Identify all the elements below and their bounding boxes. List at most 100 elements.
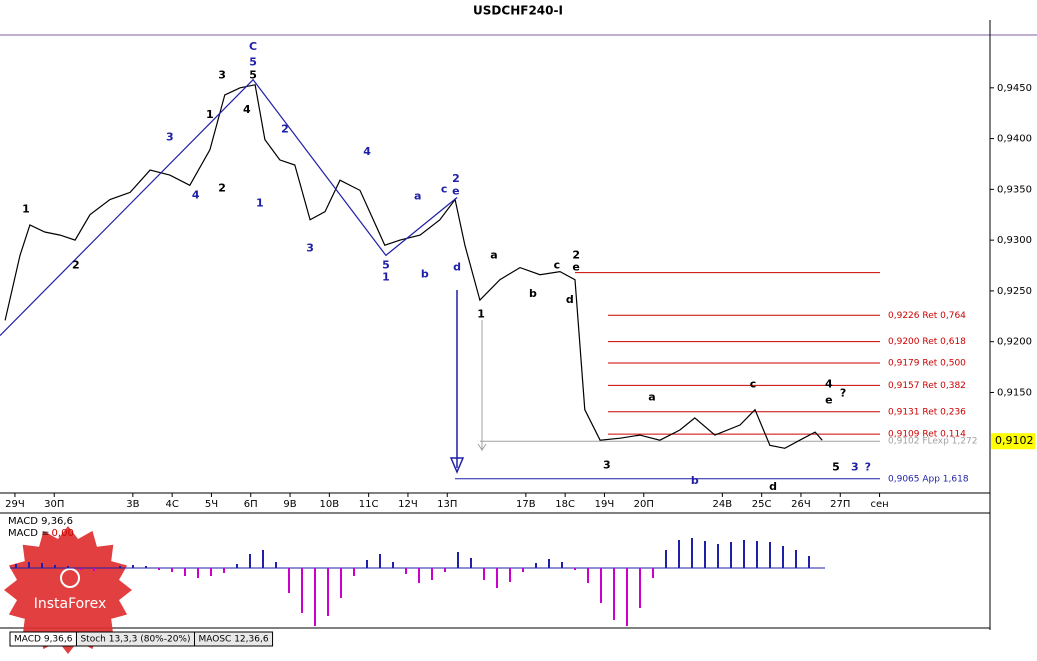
- x-tick-label: 13П: [437, 499, 457, 510]
- macd-bar: [704, 541, 706, 568]
- wave-label: b: [529, 287, 537, 300]
- wave-label: 4: [243, 103, 251, 116]
- wave-label: 2: [452, 172, 460, 185]
- x-tick-label: 26Ч: [791, 499, 811, 510]
- macd-bar: [327, 568, 329, 616]
- macd-bar: [223, 568, 225, 573]
- tab-label: Stoch 13,3,3 (80%-20%): [80, 635, 190, 645]
- level-label: 0,9065 App 1,618: [888, 474, 969, 484]
- macd-bar: [756, 541, 758, 568]
- panel-title: MACD 9,36,6: [8, 516, 73, 527]
- y-tick-label: 0,9400: [997, 134, 1032, 145]
- wave-label: 1: [382, 271, 390, 284]
- macd-bar: [496, 568, 498, 588]
- price-line: [0, 78, 458, 337]
- x-tick-label: 18С: [555, 499, 575, 510]
- y-tick-label: 0,9300: [997, 235, 1032, 246]
- x-tick-label: 5Ч: [205, 499, 218, 510]
- macd-bar: [470, 558, 472, 568]
- wave-label: ?: [865, 461, 871, 474]
- macd-bar: [353, 568, 355, 576]
- wave-label: 4: [825, 377, 833, 390]
- macd-bar: [795, 550, 797, 568]
- wave-label: 2: [572, 248, 580, 261]
- logo-text: InstaForex: [34, 596, 107, 612]
- x-tick-label: 9В: [283, 499, 296, 510]
- wave-label: 3: [166, 131, 174, 144]
- macd-bar: [158, 568, 160, 570]
- x-tick-label: 12Ч: [398, 499, 418, 510]
- wave-label: a: [648, 391, 655, 404]
- macd-bar: [197, 568, 199, 578]
- macd-bar: [457, 552, 459, 568]
- macd-bar: [210, 568, 212, 576]
- macd-bar: [535, 563, 537, 568]
- macd-bar: [717, 544, 719, 568]
- macd-bar: [769, 542, 771, 568]
- macd-bar: [561, 562, 563, 568]
- wave-label: 3: [306, 241, 314, 254]
- macd-bar: [600, 568, 602, 603]
- macd-bar: [366, 560, 368, 568]
- macd-bar: [119, 566, 121, 568]
- wave-label: e: [825, 394, 832, 407]
- macd-bar: [743, 540, 745, 568]
- macd-bar: [509, 568, 511, 582]
- wave-label: 2: [281, 122, 289, 135]
- x-tick-label: 6П: [244, 499, 258, 510]
- macd-bar: [67, 566, 69, 568]
- wave-label: 5: [382, 259, 390, 272]
- x-tick-label: 27П: [830, 499, 850, 510]
- macd-bar: [54, 565, 56, 568]
- macd-bar: [184, 568, 186, 576]
- macd-bar: [275, 562, 277, 568]
- level-label: 0,9157 Ret 0,382: [888, 381, 966, 391]
- macd-bar: [132, 565, 134, 568]
- tab-label: MACD 9,36,6: [14, 635, 73, 645]
- macd-bar: [431, 568, 433, 580]
- wave-label: 3: [218, 69, 226, 82]
- x-tick-label: 20П: [634, 499, 654, 510]
- wave-label: e: [572, 261, 579, 274]
- wave-label: d: [453, 261, 461, 274]
- price-line: [4, 84, 823, 449]
- y-tick-label: 0,9200: [997, 337, 1032, 348]
- macd-bar: [106, 568, 108, 569]
- wave-label: 2: [218, 181, 226, 194]
- wave-label: 1: [22, 203, 30, 216]
- x-tick-label: 30П: [44, 499, 64, 510]
- macd-bar: [249, 554, 251, 568]
- x-tick-label: сен: [870, 499, 888, 510]
- x-tick-label: 29Ч: [5, 499, 25, 510]
- x-tick-label: 25С: [752, 499, 772, 510]
- macd-bar: [15, 564, 17, 568]
- macd-bar: [80, 568, 82, 570]
- y-tick-label: 0,9350: [997, 184, 1032, 195]
- chart-title: USDCHF240-I: [473, 4, 563, 18]
- macd-bar: [782, 546, 784, 568]
- x-tick-label: 11С: [359, 499, 379, 510]
- y-tick-label: 0,9150: [997, 387, 1032, 398]
- wave-label: 3: [603, 459, 611, 472]
- wave-label: 4: [192, 188, 200, 201]
- wave-label: c: [750, 377, 757, 390]
- macd-bar: [483, 568, 485, 580]
- wave-label: c: [441, 182, 448, 195]
- level-label: 0,9131 Ret 0,236: [888, 407, 966, 417]
- level-label: 0,9179 Ret 0,500: [888, 359, 966, 369]
- tab-label: MAOSC 12,36,6: [199, 635, 269, 645]
- tabs: MACD 9,36,6 Stoch 13,3,3 (80%-20%) MAOSC 1…: [9, 631, 274, 647]
- x-tick-label: 17В: [516, 499, 536, 510]
- macd-bar: [548, 559, 550, 568]
- macd-bar: [236, 564, 238, 568]
- macd-bar: [340, 568, 342, 598]
- wave-label: C: [249, 40, 257, 53]
- wave-label: 3: [851, 461, 859, 474]
- level-label: 0,9200 Ret 0,618: [888, 337, 966, 347]
- macd-bar: [587, 568, 589, 583]
- x-tick-label: 19Ч: [595, 499, 615, 510]
- last-price-box: [991, 433, 1035, 450]
- macd-bar: [574, 568, 576, 570]
- wave-label: a: [414, 189, 421, 202]
